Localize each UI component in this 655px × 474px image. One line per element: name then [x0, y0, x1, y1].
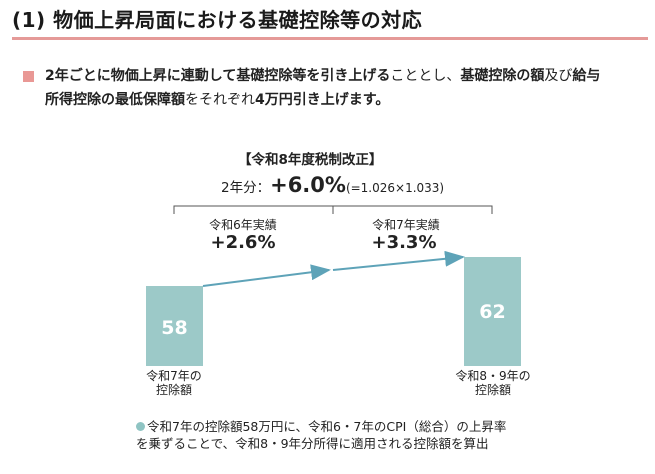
bar-value-label-1: 62 [479, 301, 505, 323]
growth-arrow-2 [332, 250, 465, 271]
growth-arrow-1 [202, 264, 331, 287]
footnote-line1: 令和7年の控除額58万円に、令和6・7年のCPI（総合）の上昇率 [147, 419, 507, 434]
lead-bold-1: 2年ごとに物価上昇に連動して基礎控除等を引き上げる [45, 68, 391, 84]
lead-plain-1: こととし、 [390, 68, 461, 84]
page-title: (1) 物価上昇局面における基礎控除等の対応 [12, 8, 423, 32]
bar-value-label-0: 58 [161, 317, 187, 339]
bullet-square-icon [23, 71, 34, 82]
bar-caption-r7: 令和7年の 控除額 [124, 369, 224, 397]
year-rate-r6: +2.6% [210, 232, 276, 253]
bar-caption-r7-line1: 令和7年の [146, 369, 202, 383]
revision-heading: 【令和8年度税制改正】 [238, 152, 383, 168]
bar-caption-r89: 令和8・9年の 控除額 [443, 369, 543, 397]
lead-plain-2: 及び [544, 68, 573, 84]
footnote: 令和7年の控除額58万円に、令和6・7年のCPI（総合）の上昇率 を乗ずることで… [136, 418, 576, 452]
two-year-rate: +6.0% [270, 173, 346, 197]
lead-bold-3: 給与 [572, 68, 601, 84]
title-underline [12, 37, 648, 40]
year-label-r6: 令和6年実績 [209, 218, 277, 232]
period-bracket [173, 205, 493, 214]
bar-caption-r89-line1: 令和8・9年の [455, 369, 531, 383]
two-year-rate-line: 2年分：+6.0%(=1.026×1.033) [221, 173, 444, 197]
bar-caption-r89-line2: 控除額 [474, 383, 511, 397]
footnote-line2: を乗ずることで、令和8・9年分所得に適用される控除額を算出 [136, 436, 489, 451]
two-year-label: 2年分： [221, 180, 271, 196]
lead-text: 2年ごとに物価上昇に連動して基礎控除等を引き上げることとし、基礎控除の額及び給与… [45, 64, 650, 112]
footnote-bullet-icon [136, 422, 145, 431]
bar-0 [146, 286, 203, 366]
two-year-formula: (=1.026×1.033) [345, 181, 445, 195]
lead-plain-3: をそれぞれ [185, 92, 255, 108]
lead-bold-4: 所得控除の最低保障額 [45, 92, 185, 108]
lead-bold-2: 基礎控除の額 [460, 68, 545, 84]
bar-1 [464, 257, 521, 366]
year-label-r7: 令和7年実績 [372, 218, 440, 232]
bar-caption-r7-line2: 控除額 [155, 383, 192, 397]
lead-bold-5: 4万円引き上げます。 [255, 92, 390, 108]
year-rate-r7: +3.3% [371, 232, 437, 253]
bars-group: 58 62 [146, 257, 521, 366]
